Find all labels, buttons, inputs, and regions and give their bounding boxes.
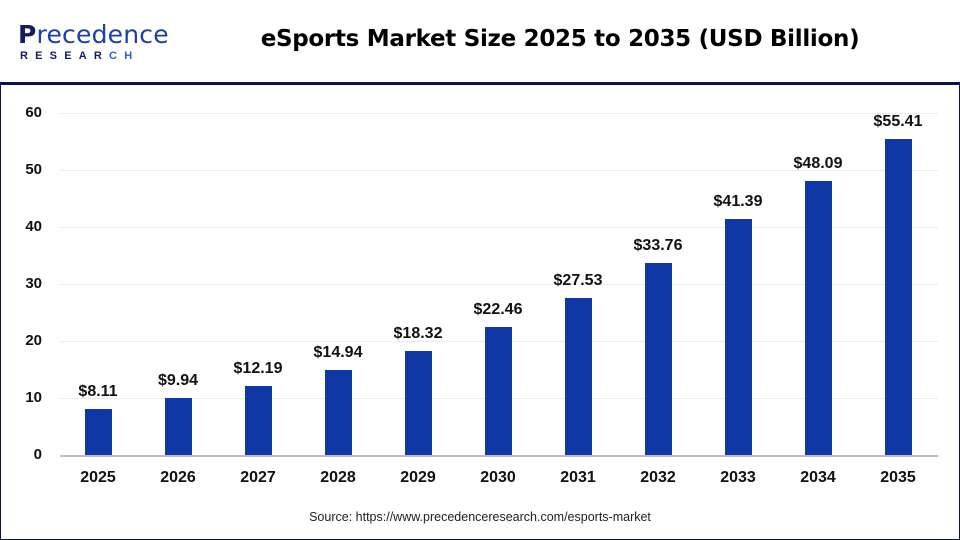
logo-word: recedence xyxy=(36,20,169,49)
y-tick-label: 0 xyxy=(33,446,42,463)
x-tick-label: 2030 xyxy=(480,469,516,486)
value-label: $22.46 xyxy=(473,300,523,318)
plot-area: 0 10 20 30 40 50 60 $8.11 2025 $9.94 2026 $12.19 202… xyxy=(0,85,960,540)
gridline xyxy=(60,227,938,228)
x-tick-label: 2034 xyxy=(800,469,836,486)
value-label: $48.09 xyxy=(793,154,843,172)
value-label: $9.94 xyxy=(157,372,199,390)
x-tick-label: 2035 xyxy=(880,469,916,486)
logo-initial: P xyxy=(18,20,37,49)
x-tick-label: 2026 xyxy=(160,469,196,486)
x-tick-label: 2028 xyxy=(320,469,356,486)
y-tick-label: 10 xyxy=(25,389,42,406)
x-tick-label: 2025 xyxy=(80,469,116,486)
x-axis-line xyxy=(60,455,938,457)
value-label: $14.94 xyxy=(313,343,363,361)
y-tick-label: 30 xyxy=(25,275,42,292)
x-tick-label: 2027 xyxy=(240,469,276,486)
bar-2026 xyxy=(164,398,192,455)
logo-subtitle-main: RESEAR xyxy=(20,50,110,62)
value-label: $8.11 xyxy=(78,382,118,400)
precedence-research-logo: Precedence RESEARCH xyxy=(18,20,169,62)
y-tick-label: 50 xyxy=(25,161,42,178)
gridline xyxy=(60,284,938,285)
source-note: Source: https://www.precedenceresearch.c… xyxy=(309,510,651,524)
bar-2031 xyxy=(564,298,592,455)
header-separator xyxy=(0,82,960,85)
y-tick-label: 20 xyxy=(25,332,42,349)
logo-wordmark: Precedence xyxy=(18,20,169,49)
value-label: $33.76 xyxy=(633,236,683,254)
logo-subtitle: RESEARCH xyxy=(20,50,139,62)
bar-2033 xyxy=(724,219,752,455)
bar-2028 xyxy=(324,369,352,455)
value-label: $55.41 xyxy=(873,113,923,131)
y-tick-label: 40 xyxy=(25,218,42,235)
bar-2035 xyxy=(884,139,912,455)
bar-2029 xyxy=(404,350,432,455)
x-tick-label: 2032 xyxy=(640,469,676,486)
x-tick-label: 2031 xyxy=(560,469,596,486)
bar-2030 xyxy=(484,326,512,455)
gridline xyxy=(60,170,938,171)
bar-2025 xyxy=(84,408,112,455)
value-label: $27.53 xyxy=(553,272,603,290)
y-tick-label: 60 xyxy=(25,104,42,121)
bar-2027 xyxy=(244,385,272,455)
value-label: $12.19 xyxy=(233,359,283,377)
gridline xyxy=(60,113,938,114)
bar-2032 xyxy=(644,262,672,455)
x-tick-label: 2033 xyxy=(720,469,756,486)
bar-2034 xyxy=(804,180,832,455)
chart-title: eSports Market Size 2025 to 2035 (USD Bi… xyxy=(260,26,860,52)
value-label: $41.39 xyxy=(713,193,763,211)
header: Precedence RESEARCH eSports Market Size … xyxy=(0,0,960,82)
x-tick-label: 2029 xyxy=(400,469,436,486)
value-label: $18.32 xyxy=(393,324,443,342)
logo-subtitle-accent: CH xyxy=(109,50,140,62)
